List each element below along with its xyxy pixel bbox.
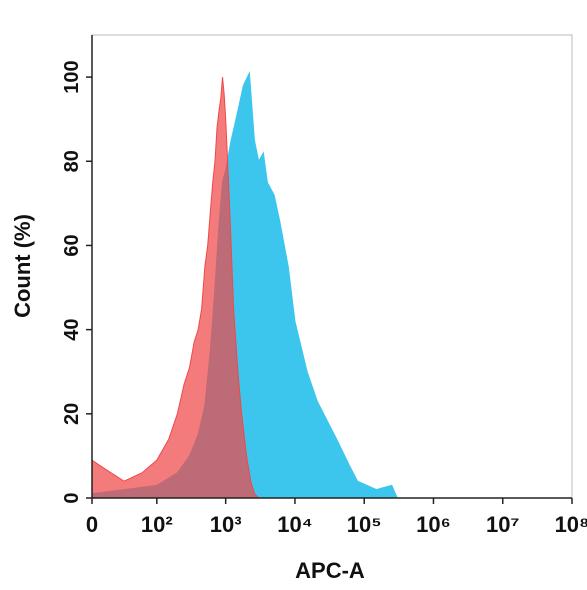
x-tick-label: 10²: [141, 512, 173, 537]
y-tick-label: 100: [61, 60, 83, 93]
histogram-area: [91, 70, 399, 499]
x-tick-label: 10⁴: [277, 512, 312, 537]
y-axis-label: Count (%): [10, 214, 35, 318]
histogram-area: [91, 77, 260, 499]
x-tick-label: 10⁸: [555, 512, 587, 537]
x-tick-label: 0: [86, 512, 98, 537]
x-tick-label: 10⁵: [347, 512, 382, 537]
x-tick-label: 10⁷: [486, 512, 520, 537]
y-tick-label: 40: [61, 319, 83, 341]
x-tick-label: 10³: [210, 512, 242, 537]
plot-frame: [91, 34, 573, 499]
x-tick-label: 10⁶: [416, 512, 451, 537]
y-tick-label: 0: [61, 492, 83, 503]
y-tick-label: 20: [61, 403, 83, 425]
x-axis-label: APC-A: [295, 558, 365, 583]
y-tick-label: 80: [61, 150, 83, 172]
y-tick-label: 60: [61, 234, 83, 256]
